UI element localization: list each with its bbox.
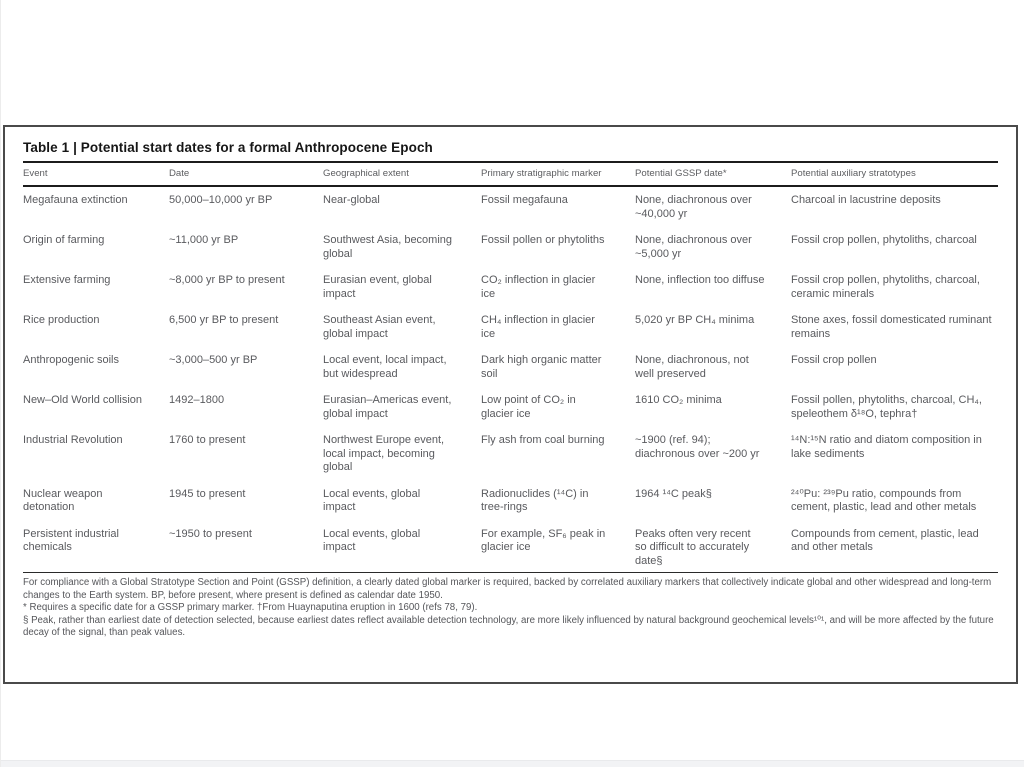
cell-date: ~11,000 yr BP bbox=[169, 234, 239, 246]
cell-primary-marker: CH₄ inflection in glacier ice bbox=[481, 314, 595, 340]
col-header-potential-auxiliary-stratotypes: Potential auxiliary stratotypes bbox=[791, 168, 916, 179]
cell-gssp-date: Peaks often very recent so difficult to … bbox=[635, 527, 751, 567]
col-header-geographical-extent: Geographical extent bbox=[323, 168, 409, 179]
cell-date: 1945 to present bbox=[169, 487, 246, 500]
cell-gssp-date: ~1900 (ref. 94); diachronous over ~200 y… bbox=[635, 434, 760, 460]
table-panel: Table 1 | Potential start dates for a fo… bbox=[3, 125, 1018, 684]
header-rule bbox=[23, 185, 998, 187]
cell-event: Industrial Revolution bbox=[23, 434, 123, 446]
cell-primary-marker: Dark high organic matter soil bbox=[481, 354, 602, 380]
cell-event: Anthropogenic soils bbox=[23, 354, 120, 366]
cell-date: ~1950 to present bbox=[169, 527, 252, 540]
cell-event: Origin of farming bbox=[23, 234, 105, 246]
cell-gssp-date: None, inflection too diffuse bbox=[635, 274, 765, 286]
cell-primary-marker: Fossil megafauna bbox=[481, 194, 568, 206]
cell-event: Extensive farming bbox=[23, 274, 111, 286]
table-row-anthropogenic-soils: Anthropogenic soils ~3,000–500 yr BP Loc… bbox=[23, 354, 998, 394]
cell-date: 50,000–10,000 yr BP bbox=[169, 194, 273, 206]
col-header-event: Event bbox=[23, 168, 48, 179]
cell-primary-marker: Radionuclides (¹⁴C) in tree-rings bbox=[481, 487, 589, 514]
cell-auxiliary-stratotypes: Charcoal in lacustrine deposits bbox=[791, 194, 941, 206]
table-row-nuclear-weapon-detonation: Nuclear weapon detonation 1945 to presen… bbox=[23, 488, 998, 528]
cell-date: ~8,000 yr BP to present bbox=[169, 274, 285, 286]
cell-auxiliary-stratotypes: Fossil pollen, phytoliths, charcoal, CH₄… bbox=[791, 394, 982, 420]
cell-event: Megafauna extinction bbox=[23, 194, 128, 206]
cell-gssp-date: None, diachronous, not well preserved bbox=[635, 354, 749, 380]
cell-gssp-date: None, diachronous over ~40,000 yr bbox=[635, 194, 752, 220]
table-title: Table 1 | Potential start dates for a fo… bbox=[23, 140, 433, 155]
title-rule bbox=[23, 161, 998, 163]
cell-gssp-date: 5,020 yr BP CH₄ minima bbox=[635, 314, 755, 326]
cell-auxiliary-stratotypes: ¹⁴N:¹⁵N ratio and diatom composition in … bbox=[791, 434, 982, 460]
col-header-potential-gssp-date: Potential GSSP date* bbox=[635, 168, 727, 179]
cell-geographical-extent: Northwest Europe event, local impact, be… bbox=[323, 434, 445, 473]
cell-auxiliary-stratotypes: Fossil crop pollen bbox=[791, 354, 877, 366]
table-row-new-old-world-collision: New–Old World collision 1492–1800 Eurasi… bbox=[23, 394, 998, 434]
cell-geographical-extent: Eurasian event, global impact bbox=[323, 274, 432, 300]
cell-gssp-date: None, diachronous over ~5,000 yr bbox=[635, 234, 752, 260]
cell-geographical-extent: Southeast Asian event, global impact bbox=[323, 314, 436, 340]
cell-geographical-extent: Local events, global impact bbox=[323, 527, 421, 554]
cell-geographical-extent: Eurasian–Americas event, global impact bbox=[323, 394, 452, 420]
table-row-origin-of-farming: Origin of farming ~11,000 yr BP Southwes… bbox=[23, 234, 998, 274]
cell-date: 1492–1800 bbox=[169, 394, 225, 406]
table-row-persistent-industrial-chemicals: Persistent industrial chemicals ~1950 to… bbox=[23, 528, 998, 573]
col-header-primary-stratigraphic-marker: Primary stratigraphic marker bbox=[481, 168, 602, 179]
cell-primary-marker: For example, SF₆ peak in glacier ice bbox=[481, 527, 606, 554]
table-row-industrial-revolution: Industrial Revolution 1760 to present No… bbox=[23, 434, 998, 488]
cell-geographical-extent: Local events, global impact bbox=[323, 487, 421, 514]
footnote-general: For compliance with a Global Stratotype … bbox=[23, 577, 992, 601]
cell-primary-marker: Fossil pollen or phytoliths bbox=[481, 234, 605, 246]
col-header-date: Date bbox=[169, 168, 190, 179]
cell-auxiliary-stratotypes: Fossil crop pollen, phytoliths, charcoal bbox=[791, 234, 977, 246]
footnote-asterisk-dagger: * Requires a specific date for a GSSP pr… bbox=[23, 602, 478, 614]
cell-primary-marker: Low point of CO₂ in glacier ice bbox=[481, 394, 576, 420]
cell-event: Nuclear weapon detonation bbox=[23, 487, 103, 514]
table-footnotes: For compliance with a Global Stratotype … bbox=[23, 572, 998, 640]
cell-event: Persistent industrial chemicals bbox=[23, 527, 119, 554]
cell-primary-marker: Fly ash from coal burning bbox=[481, 434, 605, 446]
cell-geographical-extent: Southwest Asia, becoming global bbox=[323, 234, 453, 260]
cell-event: New–Old World collision bbox=[23, 394, 143, 406]
page-bottom-strip bbox=[1, 760, 1024, 767]
cell-geographical-extent: Near-global bbox=[323, 194, 380, 206]
cell-date: 6,500 yr BP to present bbox=[169, 314, 279, 326]
cell-geographical-extent: Local event, local impact, but widesprea… bbox=[323, 354, 447, 380]
cell-date: 1760 to present bbox=[169, 434, 246, 446]
cell-auxiliary-stratotypes: Fossil crop pollen, phytoliths, charcoal… bbox=[791, 274, 980, 300]
table-row-extensive-farming: Extensive farming ~8,000 yr BP to presen… bbox=[23, 274, 998, 314]
cell-auxiliary-stratotypes: Compounds from cement, plastic, lead and… bbox=[791, 527, 979, 554]
cell-gssp-date: 1964 ¹⁴C peak§ bbox=[635, 487, 712, 500]
cell-auxiliary-stratotypes: ²⁴⁰Pu: ²³⁹Pu ratio, compounds from cemen… bbox=[791, 487, 977, 514]
table-body: Megafauna extinction 50,000–10,000 yr BP… bbox=[23, 187, 998, 572]
table-row-rice-production: Rice production 6,500 yr BP to present S… bbox=[23, 314, 998, 354]
table-header-row: Event Date Geographical extent Primary s… bbox=[23, 163, 998, 185]
cell-event: Rice production bbox=[23, 314, 100, 326]
cell-primary-marker: CO₂ inflection in glacier ice bbox=[481, 274, 596, 300]
cell-auxiliary-stratotypes: Stone axes, fossil domesticated ruminant… bbox=[791, 314, 992, 340]
footnote-section-mark: § Peak, rather than earliest date of det… bbox=[23, 614, 994, 639]
cell-gssp-date: 1610 CO₂ minima bbox=[635, 394, 722, 406]
table-row-megafauna-extinction: Megafauna extinction 50,000–10,000 yr BP… bbox=[23, 194, 998, 234]
cell-date: ~3,000–500 yr BP bbox=[169, 354, 258, 366]
